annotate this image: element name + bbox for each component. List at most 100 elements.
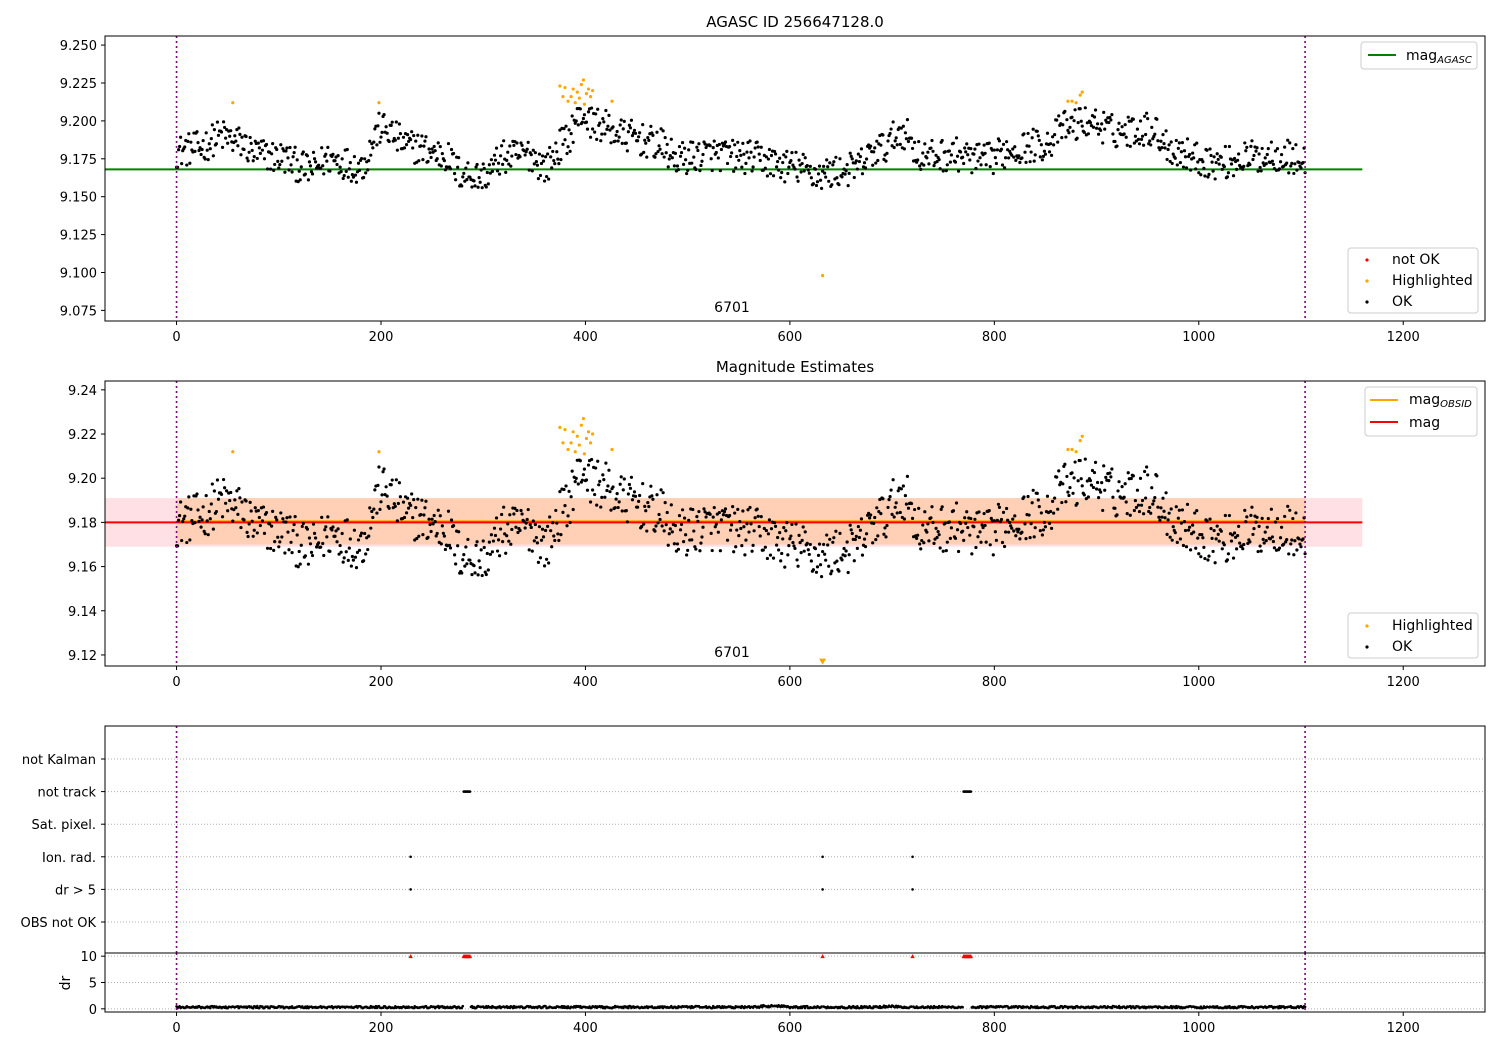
ok-point [1075,501,1079,506]
x-tick-label: 1200 [1387,330,1420,345]
ok-point [773,152,778,156]
ok-point [228,498,232,503]
ok-point [451,524,456,528]
ok-point [519,508,523,513]
ok-point [1195,509,1199,513]
ok-point [482,166,486,171]
ok-point [780,551,784,556]
ok-point [966,153,970,157]
ok-point [1183,155,1188,159]
ok-point [474,165,478,169]
ok-point [564,484,568,488]
ok-point [514,525,518,529]
ok-point [1242,542,1246,547]
plot-frame [104,380,1486,667]
ok-point [1298,542,1302,546]
x-tick-label: 1000 [1182,330,1215,345]
ok-point [211,154,215,158]
ok-point [380,493,384,497]
ok-point [779,176,783,180]
ok-point [943,150,947,154]
ok-point [1125,143,1129,147]
ok-point [1041,154,1045,158]
ok-point [273,162,277,167]
ok-point [1007,530,1011,534]
ok-point [626,130,630,134]
highlighted-point [582,452,587,456]
ok-point [658,147,662,151]
ok-point [586,463,591,467]
ok-point [785,521,789,525]
ok-point [1175,540,1179,544]
ok-point [596,107,600,111]
ok-point [298,178,302,182]
ok-point [619,118,623,122]
ok-point [834,155,838,159]
ok-point [368,139,372,143]
ok-point [614,497,618,501]
ok-point [584,120,589,124]
ok-point [692,529,696,533]
ok-point [1263,530,1267,534]
ok-point [738,149,742,153]
ok-point [1056,507,1060,511]
ok-point [710,548,714,553]
ok-point [661,491,665,495]
ok-point [510,527,514,532]
ok-point [1023,522,1027,526]
ok-point [1047,521,1052,526]
ok-point [803,530,807,534]
ok-point [1229,539,1234,543]
ok-point [875,506,879,510]
ok-point [270,152,274,156]
ok-point [1266,516,1270,521]
ok-point [258,523,262,528]
ok-point [569,495,573,499]
ok-point [306,562,311,566]
panel-magnitude-legend-top: magOBSID mag [1364,386,1478,437]
ok-point [347,167,351,171]
ok-point [1191,151,1195,155]
ok-point [430,517,434,521]
ok-point [632,128,637,132]
ok-point [177,518,181,522]
ok-point [1141,512,1146,516]
ok-point [1029,150,1033,154]
ok-point [372,507,376,511]
ok-point [563,504,567,508]
ok-point [1279,525,1284,529]
ok-point [888,131,892,136]
ok-point [988,543,992,547]
ok-point [835,176,839,180]
ok-point [315,545,319,549]
ok-point [410,130,414,134]
ok-point [905,474,910,478]
ok-point [825,533,829,537]
ok-point [1150,125,1154,129]
ok-point [1045,131,1050,135]
x-tick-label: 800 [982,1021,1007,1036]
ok-point [1254,149,1258,153]
ok-point [1088,479,1093,483]
ok-point [550,166,554,170]
ok-point [847,553,851,557]
ok-point [1123,123,1127,127]
ok-point [972,525,976,529]
ok-point [966,525,970,530]
ok-point [790,151,794,155]
ok-point [767,518,772,522]
ok-point [1132,508,1136,513]
ok-point [717,142,721,147]
ok-point [435,157,439,161]
ok-point [938,167,942,171]
ok-point [1088,120,1093,125]
ok-point [853,537,857,542]
ok-point [822,164,826,168]
ok-point [832,160,836,164]
ok-point [317,541,321,545]
ok-point [252,528,256,532]
ok-point [937,158,941,162]
ok-point [499,154,503,158]
ok-point [463,564,467,568]
ok-point [637,135,641,139]
